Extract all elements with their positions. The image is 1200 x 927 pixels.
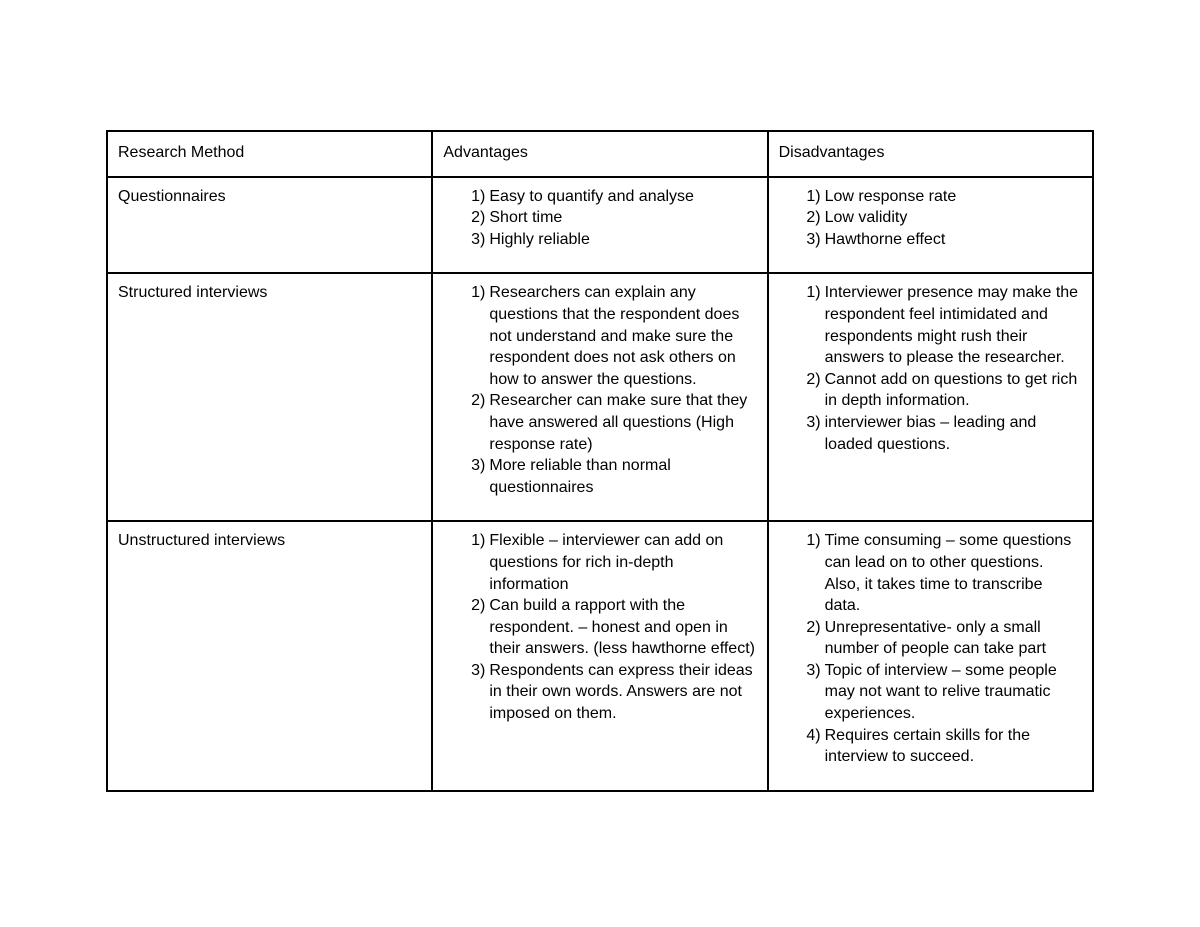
list-item: Cannot add on questions to get rich in d… <box>825 369 1082 412</box>
cell-advantages-list: Flexible – interviewer can add on questi… <box>443 530 756 724</box>
col-header-method: Research Method <box>107 131 432 177</box>
list-item: Researchers can explain any questions th… <box>489 282 756 390</box>
cell-disadvantages-list: Low response rateLow validityHawthorne e… <box>779 186 1082 251</box>
list-item: Researcher can make sure that they have … <box>489 390 756 455</box>
cell-method: Questionnaires <box>107 177 432 274</box>
list-item: Unrepresentative- only a small number of… <box>825 617 1082 660</box>
page-container: Research Method Advantages Disadvantages… <box>0 0 1200 792</box>
cell-advantages: Researchers can explain any questions th… <box>432 273 767 521</box>
table-row: QuestionnairesEasy to quantify and analy… <box>107 177 1093 274</box>
cell-advantages: Flexible – interviewer can add on questi… <box>432 521 767 791</box>
list-item: interviewer bias – leading and loaded qu… <box>825 412 1082 455</box>
table-body: QuestionnairesEasy to quantify and analy… <box>107 177 1093 791</box>
list-item: Flexible – interviewer can add on questi… <box>489 530 756 595</box>
list-item: Respondents can express their ideas in t… <box>489 660 756 725</box>
list-item: Time consuming – some questions can lead… <box>825 530 1082 616</box>
research-methods-table: Research Method Advantages Disadvantages… <box>106 130 1094 792</box>
cell-advantages-list: Easy to quantify and analyseShort timeHi… <box>443 186 756 251</box>
table-header-row: Research Method Advantages Disadvantages <box>107 131 1093 177</box>
col-header-disadvantages: Disadvantages <box>768 131 1093 177</box>
cell-disadvantages: Interviewer presence may make the respon… <box>768 273 1093 521</box>
cell-method: Unstructured interviews <box>107 521 432 791</box>
list-item: Low response rate <box>825 186 1082 208</box>
col-header-advantages: Advantages <box>432 131 767 177</box>
cell-method: Structured interviews <box>107 273 432 521</box>
list-item: More reliable than normal questionnaires <box>489 455 756 498</box>
table-row: Structured interviews Researchers can exp… <box>107 273 1093 521</box>
list-item: Interviewer presence may make the respon… <box>825 282 1082 368</box>
table-row: Unstructured interviews Flexible – interv… <box>107 521 1093 791</box>
cell-disadvantages: Time consuming – some questions can lead… <box>768 521 1093 791</box>
list-item: Short time <box>489 207 756 229</box>
list-item: Easy to quantify and analyse <box>489 186 756 208</box>
cell-disadvantages-list: Interviewer presence may make the respon… <box>779 282 1082 455</box>
cell-advantages: Easy to quantify and analyseShort timeHi… <box>432 177 767 274</box>
list-item: Highly reliable <box>489 229 756 251</box>
cell-disadvantages-list: Time consuming – some questions can lead… <box>779 530 1082 768</box>
list-item: Requires certain skills for the intervie… <box>825 725 1082 768</box>
cell-advantages-list: Researchers can explain any questions th… <box>443 282 756 498</box>
list-item: Can build a rapport with the respondent.… <box>489 595 756 660</box>
list-item: Hawthorne effect <box>825 229 1082 251</box>
list-item: Topic of interview – some people may not… <box>825 660 1082 725</box>
cell-disadvantages: Low response rateLow validityHawthorne e… <box>768 177 1093 274</box>
list-item: Low validity <box>825 207 1082 229</box>
